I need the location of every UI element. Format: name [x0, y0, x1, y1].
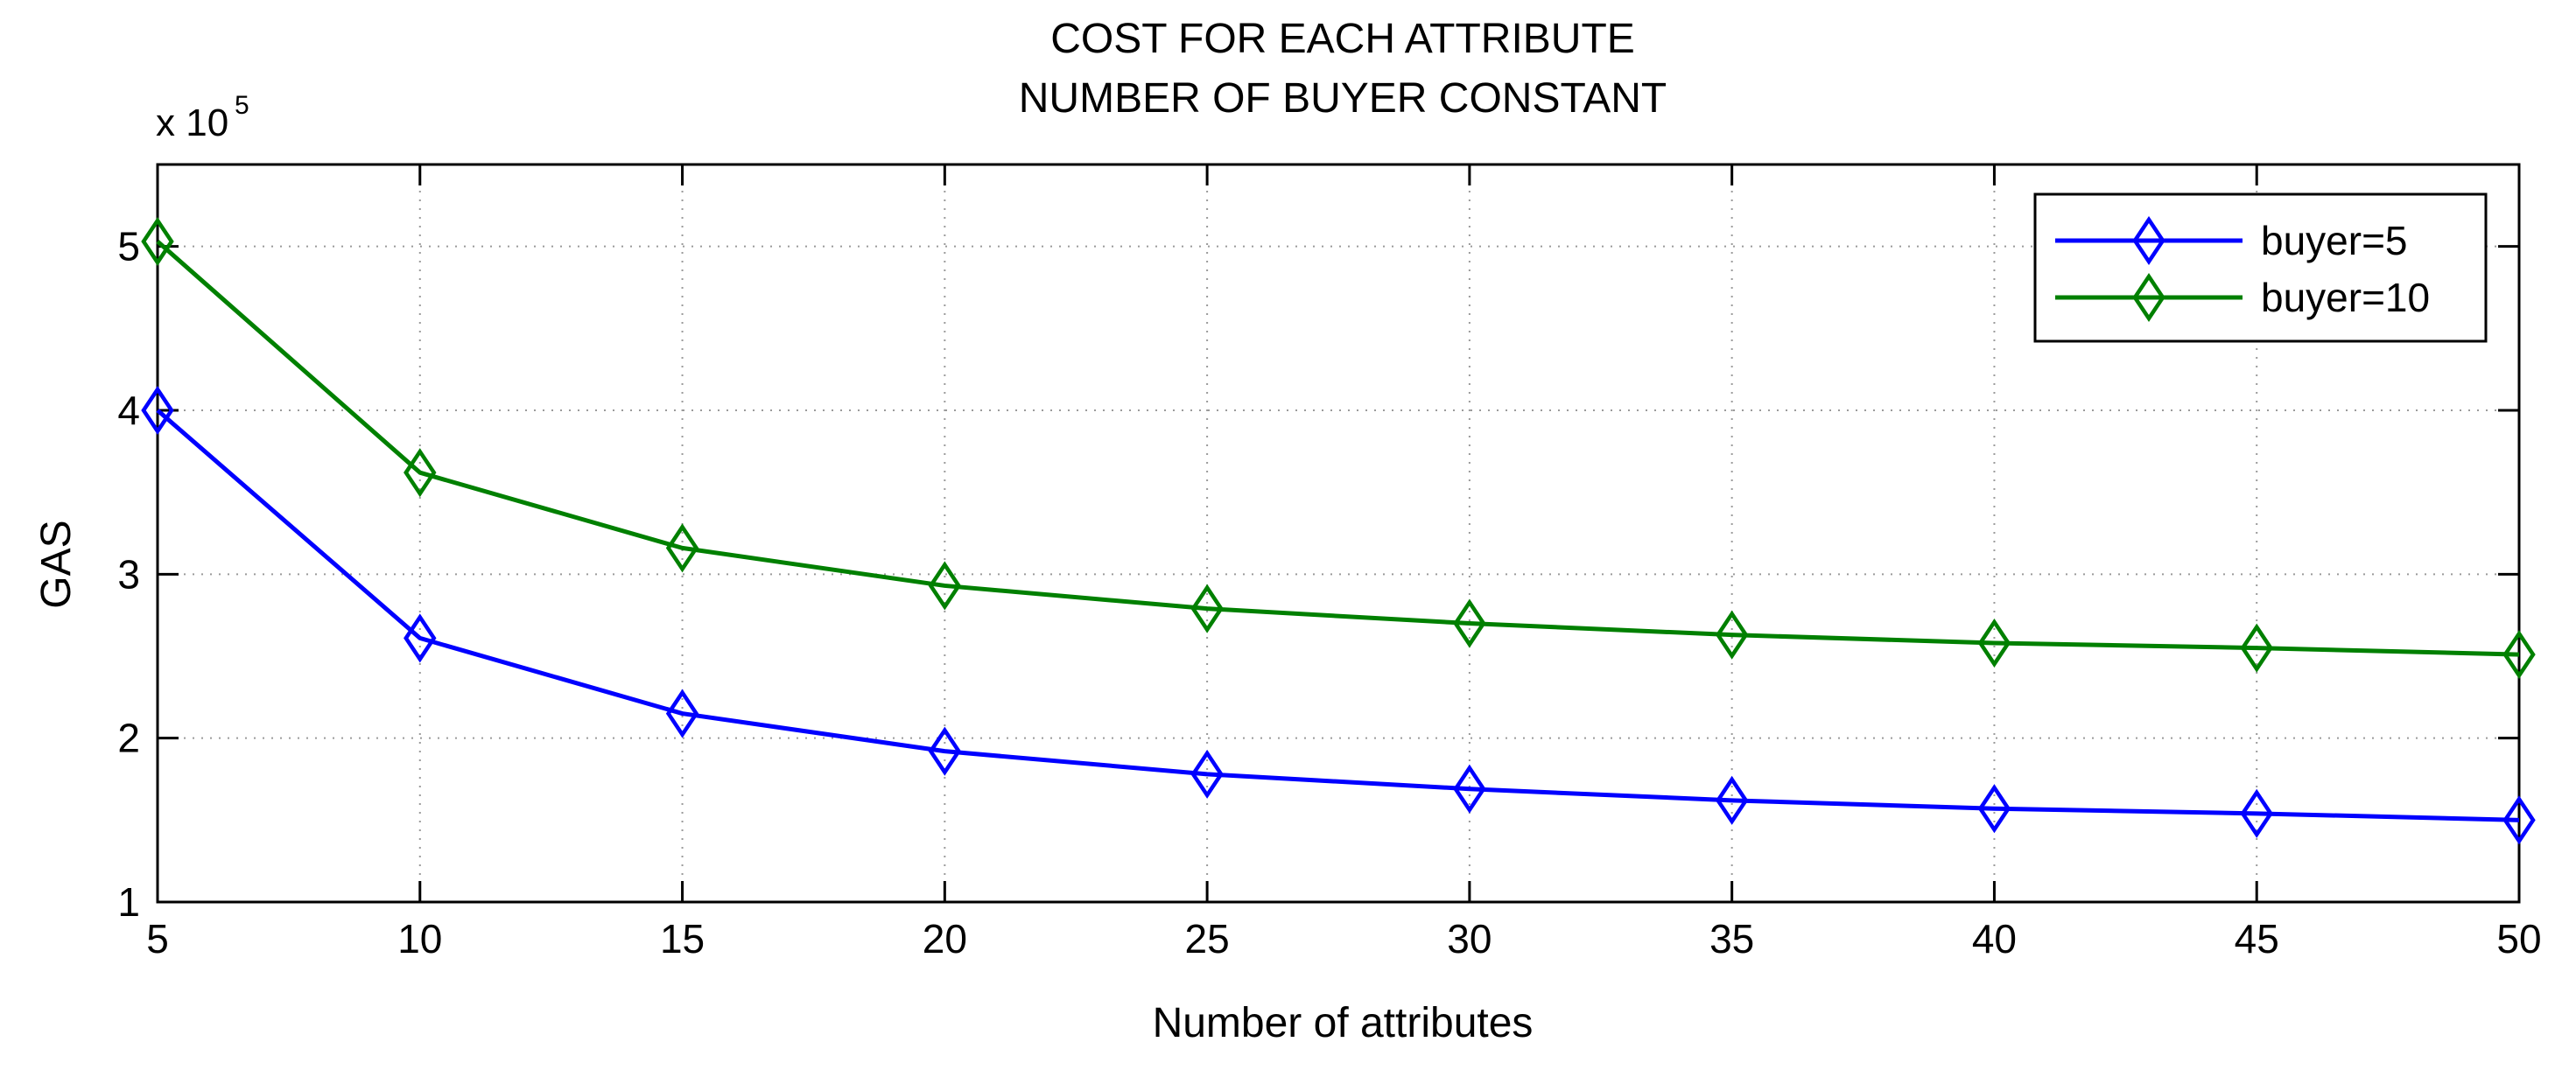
x-axis-ticks: 5 10 15 20 25 30 35 40 45 50 [146, 164, 2542, 962]
series-line-1 [156, 409, 2520, 822]
plot-area-frame [156, 163, 2521, 904]
y-multiplier-exponent: 5 [235, 91, 249, 120]
series-line-2 [156, 240, 2520, 657]
data-point-marker [1453, 598, 1486, 648]
axes [156, 163, 2521, 904]
x-tick-label: 45 [2235, 916, 2279, 962]
y-tick-label: 3 [117, 551, 140, 597]
legend-label: buyer=5 [2261, 218, 2408, 263]
data-point-marker [141, 385, 174, 436]
chart-title: COST FOR EACH ATTRIBUTE [1050, 16, 1635, 62]
legend-box [2033, 192, 2488, 343]
y-multiplier-label: x 10 [156, 101, 228, 144]
legend-items: buyer=5 buyer=10 [2055, 215, 2430, 323]
y-tick-label: 5 [117, 224, 140, 269]
x-tick-label: 50 [2496, 916, 2541, 962]
data-point-marker [665, 689, 699, 738]
y-axis-ticks: 1 2 3 4 5 [117, 224, 2519, 925]
data-point-marker [141, 216, 174, 267]
y-tick-label: 1 [117, 879, 140, 925]
data-point-marker [1190, 584, 1224, 633]
data-point-marker [2502, 795, 2536, 845]
data-point-marker [1977, 618, 2011, 668]
x-tick-label: 35 [1709, 916, 1754, 962]
x-tick-label: 30 [1447, 916, 1492, 962]
x-tick-label: 5 [146, 916, 169, 962]
legend: buyer=5 buyer=10 [2033, 192, 2488, 343]
data-point-marker [1453, 764, 1486, 814]
legend-swatch-marker [2132, 272, 2165, 323]
y-tick-label: 2 [117, 716, 140, 761]
data-point-marker [1715, 610, 1749, 660]
grid-lines [158, 164, 2519, 902]
data-point-marker [404, 448, 437, 498]
data-point-marker [1715, 775, 1749, 825]
x-tick-label: 10 [397, 916, 442, 962]
data-point-marker [2502, 630, 2536, 680]
x-tick-label: 40 [1972, 916, 2017, 962]
data-point-marker [665, 523, 699, 573]
chart-subtitle: NUMBER OF BUYER CONSTANT [1019, 75, 1667, 122]
data-point-marker [928, 726, 962, 776]
x-tick-label: 20 [923, 916, 967, 962]
data-point-marker [1977, 784, 2011, 834]
x-axis-label: Number of attributes [1153, 1000, 1534, 1046]
y-axis-label: GAS [33, 520, 80, 608]
y-tick-label: 4 [117, 388, 140, 433]
legend-swatch-marker [2132, 215, 2165, 266]
x-tick-label: 15 [660, 916, 705, 962]
data-point-marker [1190, 749, 1224, 799]
series-lines [141, 216, 2536, 845]
data-point-marker [2240, 623, 2273, 673]
data-point-marker [928, 561, 962, 611]
legend-label: buyer=10 [2261, 275, 2430, 320]
data-point-marker [2240, 788, 2273, 838]
x-tick-label: 25 [1185, 916, 1230, 962]
data-point-marker [404, 613, 437, 663]
